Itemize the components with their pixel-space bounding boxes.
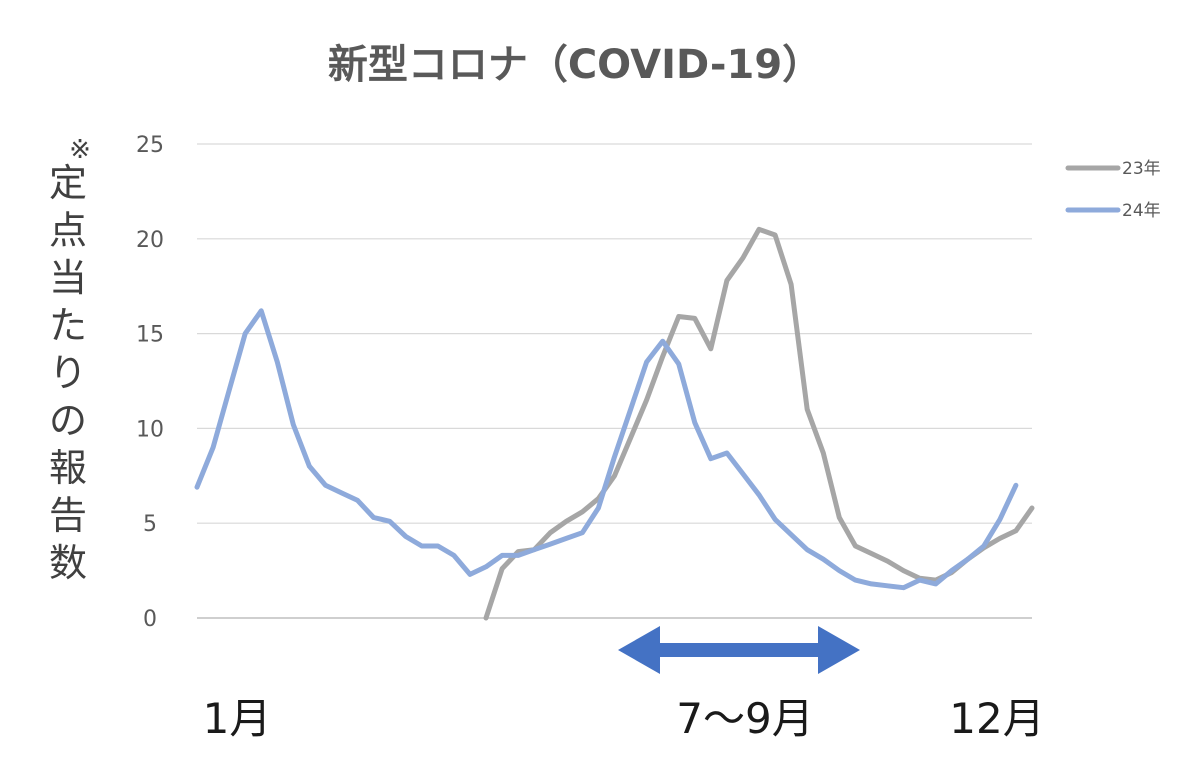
y-axis-label-char: 告	[49, 494, 87, 538]
y-tick-label: 15	[136, 323, 164, 348]
y-tick-label: 20	[136, 228, 164, 253]
y-axis-label-char: 当	[49, 256, 87, 300]
y-axis-label-char: ※	[69, 135, 91, 165]
period-arrow	[618, 626, 860, 674]
month-labels: 1月 7〜9月 12月	[203, 694, 1045, 743]
y-axis-label-char: 数	[49, 541, 87, 585]
y-axis-label-char: の	[49, 399, 87, 443]
arrow-shaft	[656, 643, 822, 657]
month-label: 7〜9月	[676, 694, 813, 743]
arrow-head-left	[618, 626, 660, 674]
y-axis-label-char: た	[49, 304, 87, 348]
y-tick-label: 5	[143, 512, 157, 537]
month-label: 1月	[203, 694, 272, 743]
series-line-23	[483, 226, 1035, 621]
y-axis-label-char: 点	[49, 209, 87, 253]
y-tick-label: 10	[136, 417, 164, 442]
series-line-24	[194, 308, 1019, 591]
y-tick-label: 25	[136, 133, 164, 158]
y-axis-label-char: り	[49, 351, 87, 395]
legend-label: 24年	[1122, 201, 1161, 221]
y-axis-ticks: 0 5 10 15 20 25	[136, 133, 164, 632]
gridlines	[197, 143, 1032, 619]
y-tick-label: 0	[143, 607, 157, 632]
month-label: 12月	[949, 694, 1044, 743]
chart-title: 新型コロナ（COVID-19）	[328, 42, 822, 88]
legend-label: 23年	[1122, 159, 1161, 179]
y-axis-label-char: 定	[49, 161, 87, 205]
legend: 23年 24年	[1065, 159, 1161, 221]
series-lines	[194, 226, 1035, 621]
y-axis-label-char: 報	[49, 446, 87, 490]
arrow-head-right	[818, 626, 860, 674]
